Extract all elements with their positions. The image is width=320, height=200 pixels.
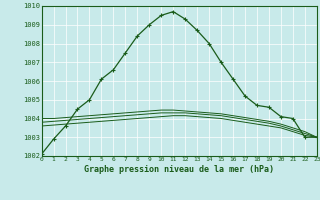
X-axis label: Graphe pression niveau de la mer (hPa): Graphe pression niveau de la mer (hPa) (84, 165, 274, 174)
